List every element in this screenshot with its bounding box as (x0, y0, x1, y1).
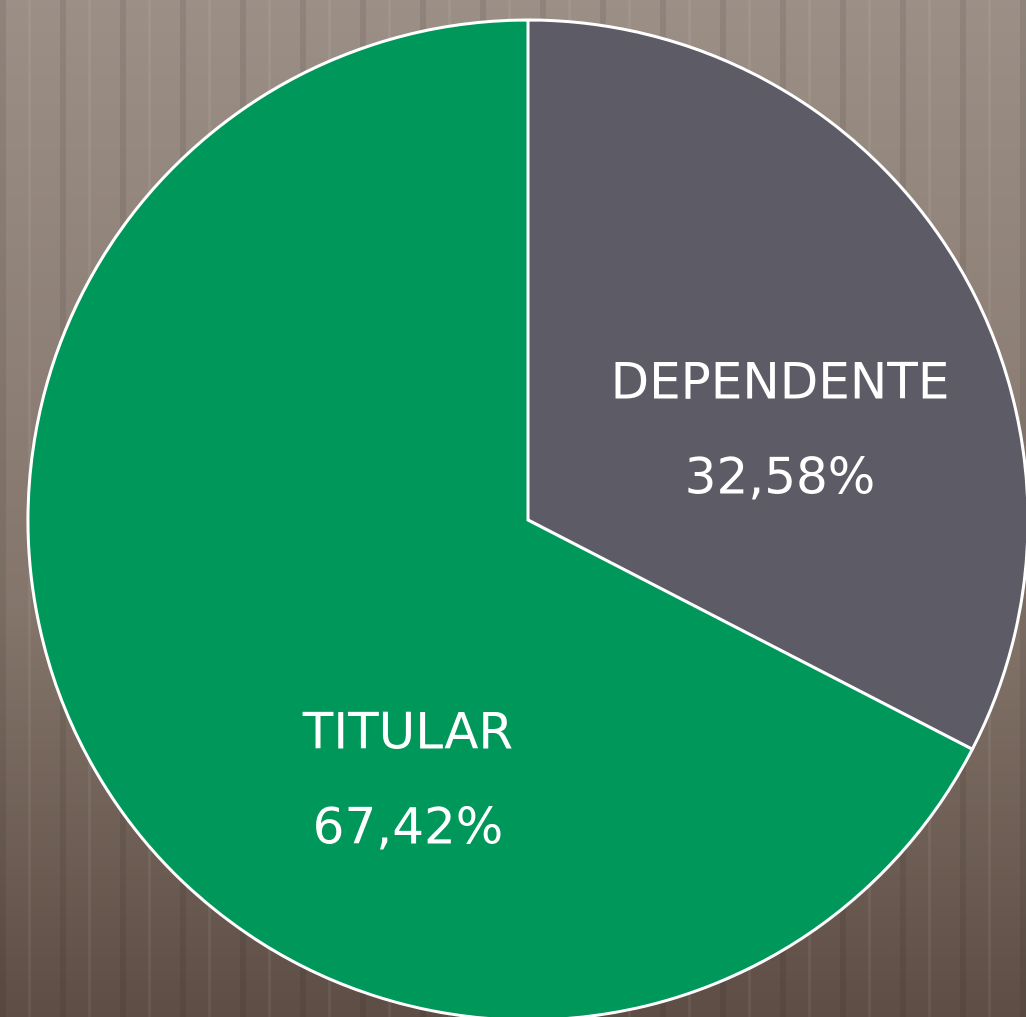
slice-value-label: 32,58% (685, 448, 876, 506)
pie-slice (526, 18, 1026, 752)
labels: DEPENDENTE 32,58% TITULAR 67,42% (302, 353, 950, 856)
slice-category-label: TITULAR (302, 703, 513, 761)
slice-category-label: DEPENDENTE (611, 353, 950, 411)
pie-slice (26, 18, 975, 1017)
pie (26, 18, 1026, 1017)
slice-value-label: 67,42% (313, 798, 504, 856)
